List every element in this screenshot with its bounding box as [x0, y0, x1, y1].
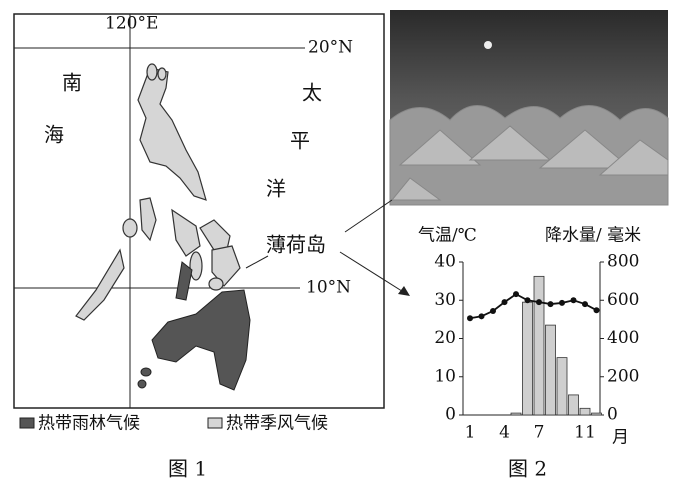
temperature-point	[524, 297, 531, 304]
island-label: 薄荷岛	[266, 233, 326, 257]
y2-tick-label: 400	[607, 328, 639, 348]
temperature-point	[478, 313, 485, 320]
arrowhead	[398, 286, 410, 296]
moon	[484, 41, 492, 49]
temperature-point	[501, 299, 508, 306]
y-tick-label: 40	[434, 252, 456, 272]
ocean-label: 平	[290, 129, 310, 153]
map: 120°E 20°N 10°N 南 海 太 平 洋 薄荷岛 热带雨林气候 热带季风…	[13, 13, 385, 481]
parallel-label: 20°N	[308, 38, 353, 58]
y-axis-title: 气温/℃	[418, 226, 477, 246]
legend-swatch	[19, 417, 35, 429]
climate-chart: 气温/℃ 降水量/ 毫米 月 图 2 010203040020040060080…	[418, 226, 641, 481]
bar	[579, 407, 591, 416]
x-tick-label: 7	[534, 423, 545, 443]
y-tick-label: 0	[445, 405, 456, 425]
bar	[510, 412, 522, 416]
y2-tick-label: 800	[607, 252, 639, 272]
y2-axis-title: 降水量/ 毫米	[545, 226, 641, 246]
temperature-point	[490, 307, 496, 314]
pointer-line	[344, 199, 393, 233]
sea-label: 海	[44, 123, 64, 147]
arrow	[339, 251, 406, 294]
x-tick-label: 1	[465, 423, 476, 443]
parallel-label: 10°N	[306, 278, 351, 298]
legend: 热带雨林气候 热带季风气候	[19, 414, 328, 434]
temperature-point	[559, 299, 565, 306]
temperature-point	[467, 315, 473, 322]
monsoon-islands	[75, 63, 241, 321]
y2-tick-label: 0	[607, 405, 618, 425]
map-frame	[13, 13, 385, 409]
photo	[389, 10, 669, 206]
legend-label: 热带季风气候	[226, 414, 328, 434]
temperature-point	[570, 297, 577, 304]
hills	[389, 105, 669, 206]
temperature-line	[469, 293, 597, 320]
chart-caption: 图 2	[508, 457, 547, 481]
temperature-point	[513, 291, 519, 298]
bar	[533, 275, 545, 416]
temperature-point	[582, 301, 588, 308]
y-tick-label: 20	[434, 328, 456, 348]
temperature-point	[536, 299, 542, 306]
sea-label: 南	[62, 71, 82, 95]
legend-label: 热带雨林气候	[38, 414, 140, 434]
temperature-point	[547, 301, 554, 308]
pointer-line	[245, 255, 269, 269]
ocean-label: 洋	[266, 177, 286, 201]
y-tick-label: 30	[434, 290, 456, 310]
meridian-label: 120°E	[105, 14, 158, 34]
rainforest-islands	[137, 261, 251, 391]
bar	[522, 301, 533, 416]
bar	[545, 324, 556, 416]
x-axis-title: 月	[612, 428, 629, 448]
x-tick-label: 11	[574, 423, 596, 443]
y2-tick-label: 600	[607, 290, 639, 310]
x-tick-label: 4	[499, 423, 510, 443]
bar	[556, 357, 568, 416]
ocean-label: 太	[302, 81, 322, 105]
bar	[591, 412, 602, 416]
legend-swatch	[207, 417, 223, 429]
y2-tick-label: 200	[607, 366, 639, 386]
temperature-point	[593, 307, 600, 314]
bar	[568, 394, 579, 416]
map-caption: 图 1	[168, 457, 207, 481]
y-tick-label: 10	[434, 366, 456, 386]
